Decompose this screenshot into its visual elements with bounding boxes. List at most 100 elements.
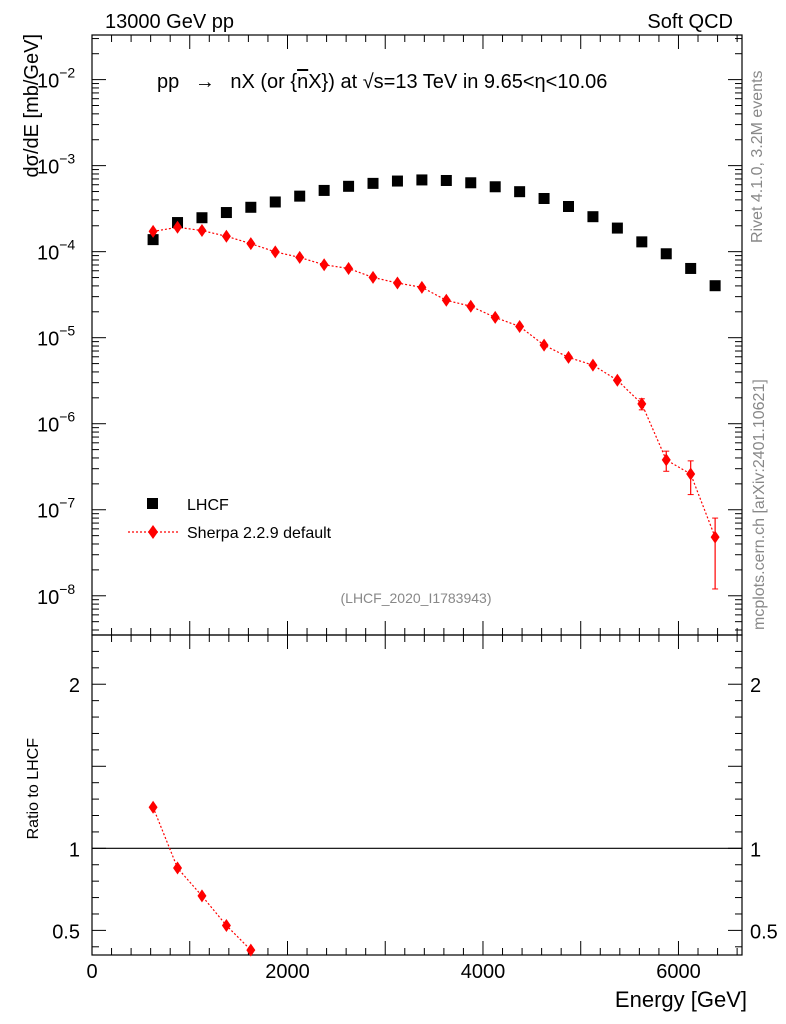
header-right-label: Soft QCD — [647, 11, 733, 33]
lhcf-data-series — [147, 174, 721, 292]
lhcf-data-point — [367, 177, 379, 189]
sherpa-main-series — [148, 220, 720, 544]
title-eta: η — [535, 71, 546, 93]
title-arrow: → — [195, 71, 215, 93]
main-y-tick-label: 10−6 — [37, 409, 75, 437]
legend-lhcf-marker — [147, 498, 158, 509]
lhcf-data-point — [709, 280, 721, 292]
lhcf-data-point — [465, 177, 477, 189]
main-y-tick-label: 10−3 — [37, 151, 75, 179]
lhcf-data-point — [220, 207, 232, 219]
x-tick-label: 6000 — [656, 961, 701, 983]
mcplots-label: mcplots.cern.ch [arXiv:2401.10621] — [751, 379, 768, 630]
ratio-plot-frame — [91, 634, 743, 956]
lhcf-data-point — [489, 181, 501, 193]
ratio-y-tick-label-left: 1 — [69, 839, 80, 861]
title-part-c: X}) at — [308, 71, 362, 93]
sherpa-data-point — [295, 250, 305, 264]
title-part-a: pp — [157, 71, 179, 93]
sherpa-data-point — [515, 319, 525, 333]
lhcf-data-point — [391, 175, 403, 187]
lhcf-data-point — [245, 201, 257, 213]
sherpa-data-point — [270, 245, 280, 259]
legend-sherpa-marker — [148, 525, 158, 539]
sherpa-data-point — [686, 467, 696, 481]
lhcf-data-point — [685, 262, 697, 274]
x-tick-label: 2000 — [265, 961, 310, 983]
legend: LHCF Sherpa 2.2.9 default — [128, 497, 332, 542]
sherpa-data-point — [344, 261, 354, 275]
main-y-tick-labels: 10−8 10−7 10−6 10−5 10−4 10−3 10−2 — [37, 65, 75, 609]
sherpa-data-point — [173, 220, 183, 234]
lhcf-data-point — [538, 192, 550, 204]
main-y-tick-label: 10−2 — [37, 65, 75, 93]
sherpa-data-point — [319, 258, 329, 272]
lhcf-data-point — [636, 236, 648, 248]
sherpa-data-point — [148, 224, 158, 238]
sherpa-ratio-line — [152, 807, 252, 951]
x-tick-label: 0 — [86, 961, 97, 983]
sherpa-ratio-point — [246, 943, 256, 957]
sherpa-data-point — [661, 453, 671, 467]
sherpa-data-point — [612, 373, 622, 387]
legend-sherpa-label: Sherpa 2.2.9 default — [187, 525, 332, 542]
lhcf-data-point — [587, 211, 599, 223]
x-tick-labels: 0 2000 4000 6000 — [86, 961, 700, 983]
lhcf-data-point — [563, 200, 575, 212]
main-y-tick-label: 10−7 — [37, 495, 75, 523]
lhcf-data-point — [660, 248, 672, 260]
sherpa-ratio-point — [148, 800, 158, 814]
main-y-tick-label: 10−4 — [37, 237, 75, 265]
ratio-y-tick-label-left: 0.5 — [52, 921, 80, 943]
sherpa-main-line — [152, 226, 716, 538]
main-plot-frame — [91, 34, 743, 636]
legend-lhcf-label: LHCF — [187, 497, 229, 514]
rivet-info-label: Rivet 4.1.0, 3.2M events — [749, 70, 766, 243]
x-axis-label: Energy [GeV] — [615, 987, 747, 1012]
ratio-y-tick-label-left: 2 — [69, 675, 80, 697]
title-nbar: n — [297, 71, 308, 93]
main-y-tick-label: 10−5 — [37, 323, 75, 351]
sherpa-data-point — [466, 299, 476, 313]
lhcf-data-point — [343, 180, 355, 192]
lhcf-data-point — [440, 174, 452, 186]
sherpa-ratio-series — [148, 800, 256, 957]
sherpa-data-point — [246, 237, 256, 251]
x-tick-label: 4000 — [461, 961, 506, 983]
sherpa-data-point — [710, 530, 720, 544]
ratio-y-tick-labels: 0.5 0.5 1 1 2 2 — [52, 675, 778, 943]
sherpa-data-point — [490, 310, 500, 324]
analysis-id-label: (LHCF_2020_I1783943) — [341, 590, 492, 606]
sherpa-data-point — [588, 358, 598, 372]
ratio-axis-ticks — [91, 634, 742, 955]
sherpa-data-point — [197, 224, 207, 238]
sherpa-data-point — [637, 397, 647, 411]
main-y-axis-label: dσ/dE [mb/GeV] — [21, 34, 43, 178]
sherpa-data-point — [221, 229, 231, 243]
lhcf-data-point — [611, 222, 623, 234]
lhcf-data-point — [416, 174, 428, 186]
sherpa-main-error-bars — [638, 398, 719, 590]
ratio-y-axis-label: Ratio to LHCF — [25, 738, 42, 840]
lhcf-data-point — [269, 196, 281, 208]
title-part-e: <10.06 — [546, 71, 608, 93]
sherpa-data-point — [539, 338, 549, 352]
main-axis-ticks — [91, 35, 742, 635]
title-part-b: nX (or { — [230, 71, 297, 93]
lhcf-data-point — [318, 184, 330, 196]
title-part-d: s=13 TeV in 9.65< — [374, 71, 535, 93]
main-y-tick-label: 10−8 — [37, 581, 75, 609]
sherpa-data-point — [564, 350, 574, 364]
lhcf-data-point — [196, 212, 208, 224]
header-left-label: 13000 GeV pp — [105, 11, 234, 33]
sherpa-data-point — [417, 280, 427, 294]
sherpa-ratio-point — [173, 861, 183, 875]
lhcf-data-point — [514, 186, 526, 198]
plot-title: pp → nX (or {nX}) at √s=13 TeV in 9.65<η… — [157, 71, 607, 93]
sherpa-ratio-point — [221, 918, 231, 932]
ratio-y-tick-label-right: 0.5 — [750, 921, 778, 943]
lhcf-data-point — [294, 190, 306, 202]
sherpa-data-point — [441, 293, 451, 307]
sherpa-data-point — [368, 270, 378, 284]
